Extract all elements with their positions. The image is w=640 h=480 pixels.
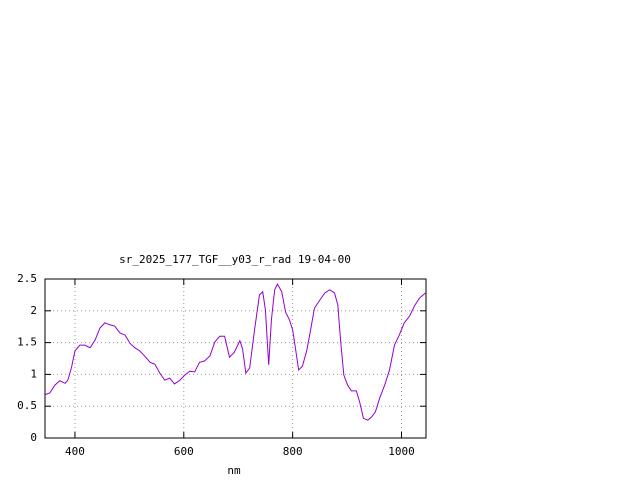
plot-frame <box>44 278 427 439</box>
y-tick-label: 2.5 <box>17 272 37 285</box>
chart-title: sr_2025_177_TGF__y03_r_rad 19-04-00 <box>119 253 351 266</box>
y-tick-label: 1.5 <box>17 336 37 349</box>
y-tick-label: 2 <box>30 304 37 317</box>
y-tick-label: 0.5 <box>17 399 37 412</box>
y-tick-label: 1 <box>30 367 37 380</box>
x-tick-label: 400 <box>65 445 85 458</box>
y-tick-label: 0 <box>30 431 37 444</box>
x-tick-label: 800 <box>283 445 303 458</box>
x-tick-label: 1000 <box>388 445 415 458</box>
x-tick-label: 600 <box>174 445 194 458</box>
data-line <box>44 283 426 421</box>
x-axis-label: nm <box>227 464 241 477</box>
